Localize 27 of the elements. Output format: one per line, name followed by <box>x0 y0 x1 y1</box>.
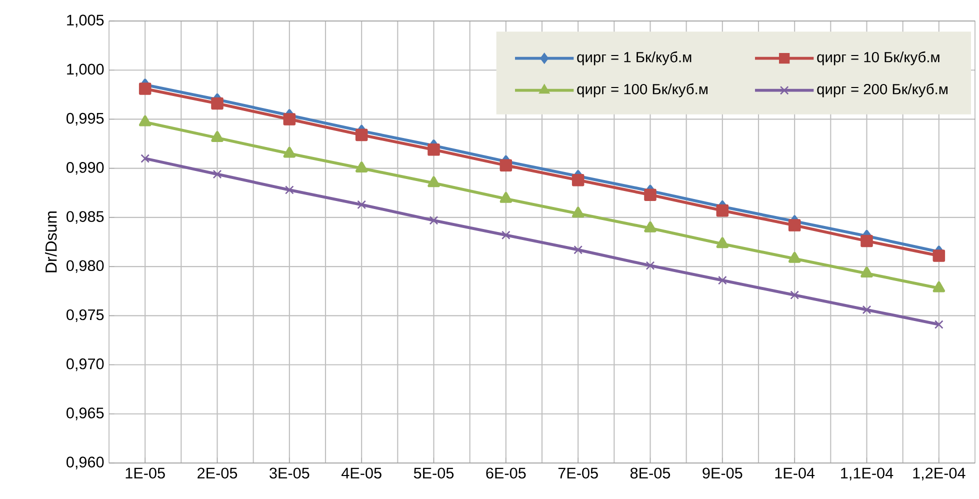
x-tick-label: 1E-04 <box>775 468 815 479</box>
legend-label: qирг = 200 Бк/куб.м <box>817 83 948 98</box>
x-tick-label: 3E-05 <box>270 468 310 479</box>
y-tick-label: 0,985 <box>66 211 104 224</box>
y-tick-label: 1,000 <box>67 64 104 76</box>
x-tick-label: 4E-05 <box>341 468 382 479</box>
x-tick-label: 1,2E-04 <box>913 468 966 480</box>
x-tick-label: 5E-05 <box>414 468 454 479</box>
x-tick-label: 9E-05 <box>702 468 742 479</box>
y-tick-label: 0,995 <box>66 112 104 126</box>
x-tick-label: 8E-05 <box>630 468 670 479</box>
y-tick-label: 0,970 <box>66 358 104 372</box>
y-tick-label: 1,005 <box>67 14 104 28</box>
legend-label: qирг = 1 Бк/куб.м <box>577 51 692 66</box>
legend-label: qирг = 10 Бк/куб.м <box>817 51 940 66</box>
x-tick-label: 7E-05 <box>558 468 598 479</box>
x-tick-label: 6E-05 <box>486 468 526 479</box>
x-tick-label: 1,1E-04 <box>841 468 894 480</box>
y-axis-title: Dr/Dsum <box>45 211 57 272</box>
y-tick-label: 0,990 <box>66 162 104 175</box>
y-tick-label: 0,980 <box>66 260 104 273</box>
legend-label: qирг = 100 Бк/куб.м <box>577 83 708 98</box>
y-tick-label: 0,965 <box>66 408 104 420</box>
y-tick-label: 0,975 <box>66 309 104 322</box>
y-tick-label: 0,960 <box>66 456 104 470</box>
x-tick-label: 2E-05 <box>198 468 238 479</box>
x-tick-label: 1E-05 <box>126 468 165 479</box>
